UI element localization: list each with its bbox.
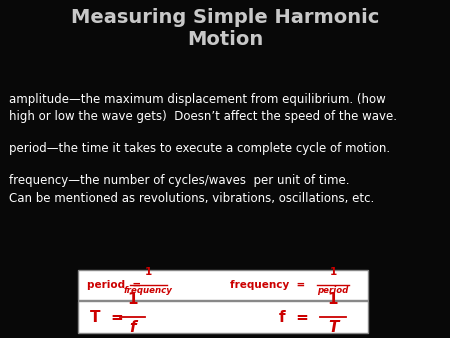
Text: frequency—the number of cycles/waves  per unit of time.
Can be mentioned as revo: frequency—the number of cycles/waves per… xyxy=(9,174,374,204)
Text: frequency: frequency xyxy=(124,286,173,295)
Text: period: period xyxy=(317,286,349,295)
Text: 1: 1 xyxy=(328,292,338,307)
Text: f: f xyxy=(130,320,136,335)
Text: T: T xyxy=(328,320,338,335)
Text: f  =: f = xyxy=(279,310,314,324)
Text: period—the time it takes to execute a complete cycle of motion.: period—the time it takes to execute a co… xyxy=(9,142,390,155)
Text: amplitude—the maximum displacement from equilibrium. (how
high or low the wave g: amplitude—the maximum displacement from … xyxy=(9,93,397,123)
Text: 1: 1 xyxy=(127,292,138,307)
FancyBboxPatch shape xyxy=(78,270,368,300)
Text: 1: 1 xyxy=(329,267,337,277)
Text: Measuring Simple Harmonic
Motion: Measuring Simple Harmonic Motion xyxy=(71,8,379,49)
FancyBboxPatch shape xyxy=(78,301,368,333)
Text: period  =: period = xyxy=(87,280,144,290)
Text: frequency  =: frequency = xyxy=(230,280,308,290)
Text: T  =: T = xyxy=(90,310,129,324)
Text: 1: 1 xyxy=(145,267,152,277)
